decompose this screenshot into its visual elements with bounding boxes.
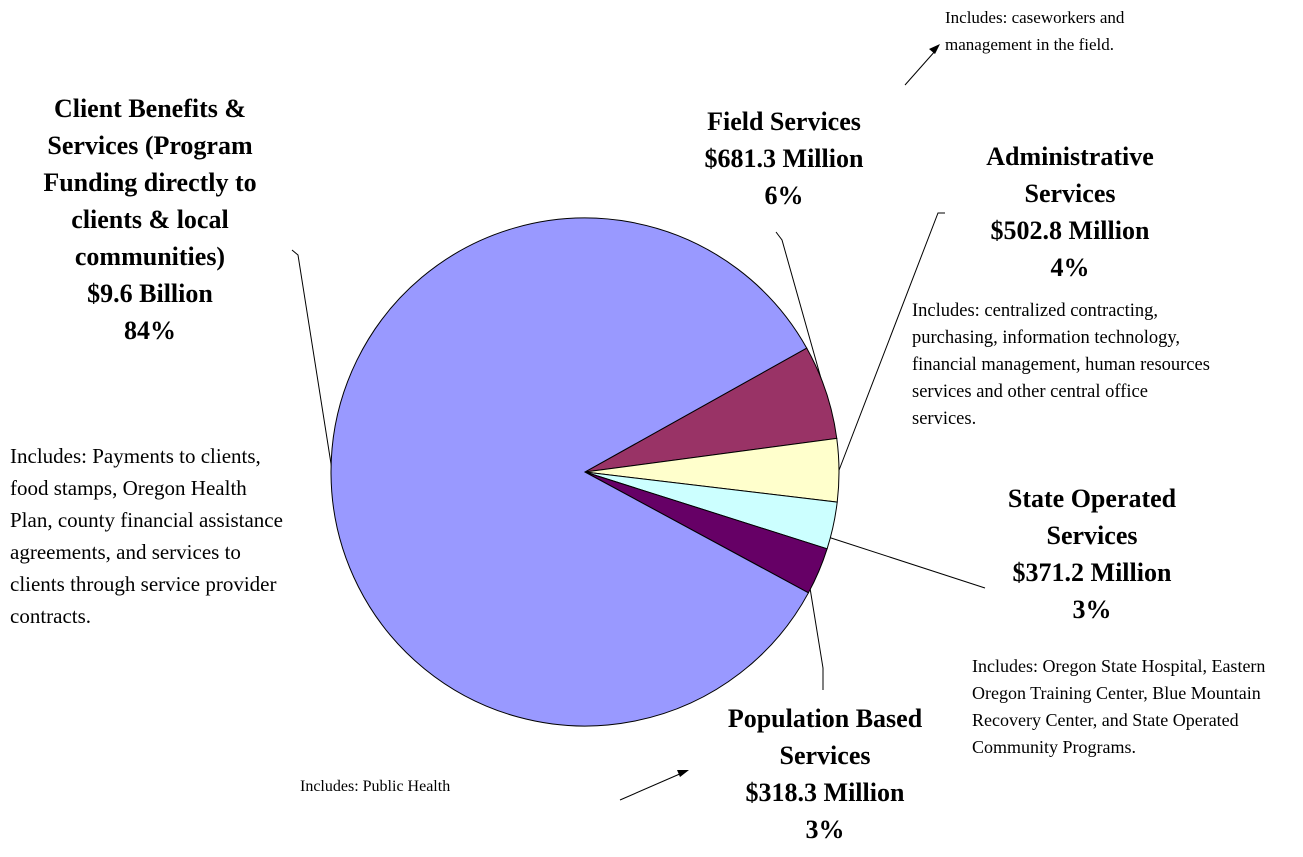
slice-amount: $502.8 Million [990, 216, 1150, 245]
slice-amount: $371.2 Million [1012, 558, 1172, 587]
arrow [904, 49, 937, 86]
slice-percent: 3% [1072, 595, 1112, 624]
slice-name: Administrative Services [986, 142, 1154, 208]
slice-label: Administrative Services $502.8 Million 4% [960, 138, 1180, 286]
slice-label: Client Benefits & Services (Program Fund… [15, 90, 285, 349]
arrow [619, 772, 683, 801]
leader-line [835, 212, 945, 479]
leader-line [291, 249, 333, 471]
arrow-head [929, 44, 940, 54]
slice-percent: 4% [1050, 253, 1090, 282]
slice-name: Population Based Services [727, 704, 923, 770]
slice-percent: 6% [764, 181, 804, 210]
slice-name: Field Services [707, 107, 861, 136]
slice-name: State Operated Services [1007, 484, 1177, 550]
slice-note: Includes: Oregon State Hospital, Eastern… [972, 656, 1266, 757]
leader-line [809, 587, 824, 690]
slice-name: Client Benefits & Services (Program Fund… [43, 94, 257, 271]
slice-amount: $681.3 Million [704, 144, 864, 173]
leader-lines [291, 49, 986, 801]
leader-line [775, 231, 823, 383]
slice-percent: 3% [805, 815, 845, 844]
slice-amount: $9.6 Billion [87, 279, 213, 308]
slice-label: State Operated Services $371.2 Million 3% [982, 480, 1202, 628]
slice-label: Field Services $681.3 Million 6% [669, 103, 899, 214]
slice-amount: $318.3 Million [745, 778, 905, 807]
slice-note: Includes: caseworkers and management in … [945, 8, 1125, 54]
slice-note: Includes: Payments to clients, food stam… [10, 444, 283, 628]
arrow-head [677, 770, 689, 777]
slice-label: Population Based Services $318.3 Million 3… [705, 700, 945, 848]
leader-line [827, 536, 986, 589]
slice-percent: 84% [124, 316, 176, 345]
slice-note: Includes: centralized contracting, purch… [912, 301, 1210, 429]
slice-note: Includes: Public Health [300, 778, 451, 795]
pie-slice [330, 217, 810, 727]
